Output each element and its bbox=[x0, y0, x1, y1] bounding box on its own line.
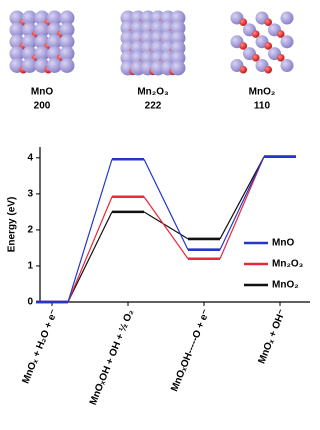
structure-name: MnO₂ bbox=[249, 87, 276, 98]
connector bbox=[67, 196, 113, 303]
oxygen-atom bbox=[264, 18, 273, 26]
connector bbox=[143, 158, 189, 250]
connector bbox=[219, 156, 265, 240]
metal-atom bbox=[47, 34, 62, 50]
connector bbox=[219, 156, 265, 250]
x-tick-label: MnOₓ + H₂O + e⁻ bbox=[20, 308, 60, 385]
x-tick-label: MnOₓOH-----O + e⁻ bbox=[169, 308, 212, 393]
y-tick-label: 0 bbox=[27, 297, 33, 308]
metal-atom bbox=[59, 22, 75, 38]
oxygen-atom bbox=[239, 18, 248, 26]
oxygen-atom bbox=[239, 65, 248, 74]
y-tick-label: 3 bbox=[27, 189, 33, 200]
metal-atom bbox=[47, 10, 62, 26]
metal-atom bbox=[280, 59, 294, 72]
metal-atom bbox=[47, 58, 62, 73]
structure-facet: 110 bbox=[254, 101, 271, 112]
metal-atom bbox=[22, 10, 37, 26]
connector bbox=[67, 211, 113, 303]
structure-image bbox=[230, 11, 294, 74]
y-tick-label: 2 bbox=[27, 225, 33, 236]
x-tick-label: MnOₓOH + OH + ½ O₂ bbox=[88, 308, 136, 407]
x-tick-label: MnOₓ + OH⁻ bbox=[256, 308, 288, 365]
structure-name: Mn₂O₃ bbox=[137, 87, 169, 98]
y-tick-label: 4 bbox=[27, 152, 33, 163]
connector bbox=[143, 196, 189, 260]
legend-label: MnO bbox=[272, 238, 294, 249]
connector bbox=[67, 159, 113, 303]
metal-atom bbox=[280, 11, 294, 25]
oxygen-atom bbox=[264, 42, 273, 50]
structure-image bbox=[9, 10, 75, 74]
legend-label: Mn₂O₃ bbox=[272, 259, 304, 270]
oxygen-atom bbox=[251, 30, 260, 38]
metal-atom bbox=[9, 22, 25, 38]
metal-atom bbox=[59, 46, 75, 62]
structure-name: MnO bbox=[31, 87, 53, 98]
y-axis-label: Energy (eV) bbox=[7, 197, 18, 253]
metal-atom bbox=[59, 58, 75, 73]
metal-atom bbox=[9, 46, 25, 62]
oxygen-atom bbox=[251, 53, 260, 62]
connector bbox=[219, 156, 265, 259]
metal-atom bbox=[34, 22, 50, 38]
structure-facet: 222 bbox=[145, 101, 162, 112]
metal-atom bbox=[170, 60, 186, 76]
y-tick-label: 1 bbox=[27, 261, 33, 272]
structure-facet: 200 bbox=[34, 101, 51, 112]
metal-atom bbox=[59, 10, 75, 26]
oxygen-atom bbox=[276, 30, 285, 38]
metal-atom bbox=[34, 46, 50, 62]
metal-atom bbox=[22, 34, 37, 50]
oxygen-atom bbox=[276, 53, 285, 62]
structure-image bbox=[120, 10, 186, 76]
metal-atom bbox=[59, 34, 75, 50]
metal-atom bbox=[22, 58, 37, 73]
metal-atom bbox=[280, 35, 294, 49]
oxygen-atom bbox=[239, 42, 248, 50]
legend-label: MnO₂ bbox=[272, 280, 299, 291]
oxygen-atom bbox=[264, 65, 273, 74]
